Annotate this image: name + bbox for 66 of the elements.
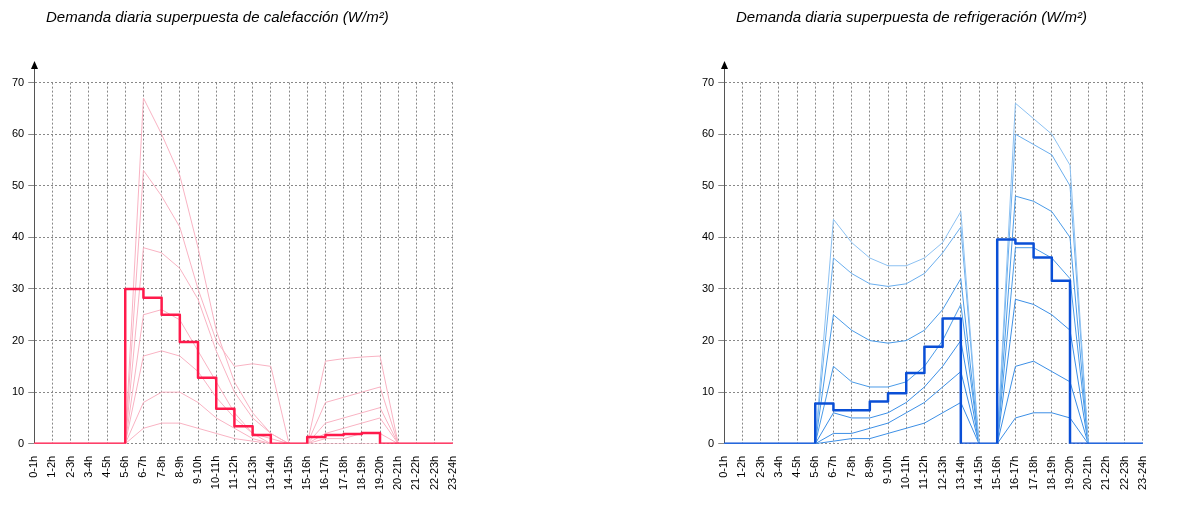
x-tick-label: 8-9h — [862, 455, 875, 478]
y-tick-label: 40 — [701, 230, 715, 243]
x-tick-label: 6-7h — [826, 455, 839, 478]
y-tick-label: 20 — [701, 333, 715, 346]
x-tick-label: 0-1h — [717, 455, 730, 478]
x-tick-label: 18-19h — [1044, 455, 1057, 491]
x-tick-label: 20-21h — [1081, 455, 1094, 491]
x-tick-label: 23-24h — [1135, 455, 1148, 491]
x-tick-label: 13-14h — [953, 455, 966, 491]
y-tick-label: 40 — [11, 230, 25, 243]
x-tick-label: 7-8h — [844, 455, 857, 478]
y-tick-label: 60 — [11, 127, 25, 140]
x-tick-label: 16-17h — [318, 455, 331, 491]
x-tick-label: 21-22h — [1099, 455, 1112, 491]
x-tick-label: 19-20h — [373, 455, 386, 491]
x-tick-label: 11-12h — [917, 455, 930, 490]
x-tick-label: 5-6h — [118, 455, 131, 478]
y-tick-label: 10 — [701, 385, 715, 398]
y-tick-label: 20 — [11, 333, 25, 346]
x-tick-label: 9-10h — [881, 455, 894, 484]
x-tick-label: 21-22h — [409, 455, 422, 491]
x-tick-label: 15-16h — [300, 455, 313, 491]
x-tick-label: 3-4h — [771, 455, 784, 478]
x-tick-label: 14-15h — [972, 455, 985, 491]
y-tick-label: 70 — [11, 75, 25, 88]
x-tick-label: 8-9h — [172, 455, 185, 478]
x-tick-label: 5-6h — [808, 455, 821, 478]
x-tick-label: 20-21h — [391, 455, 404, 491]
x-tick-label: 11-12h — [227, 455, 240, 490]
y-tick-label: 30 — [701, 282, 715, 294]
y-tick-label: 50 — [11, 178, 25, 191]
x-tick-label: 4-5h — [100, 455, 113, 478]
x-tick-label: 22-23h — [1117, 455, 1130, 491]
x-tick-label: 16-17h — [1008, 455, 1021, 491]
x-tick-label: 12-13h — [935, 455, 948, 491]
x-tick-label: 10-11h — [209, 455, 222, 490]
x-tick-label: 4-5h — [790, 455, 803, 478]
x-tick-label: 2-3h — [753, 455, 766, 478]
x-tick-label: 7-8h — [154, 455, 167, 478]
x-tick-label: 14-15h — [282, 455, 295, 491]
x-tick-label: 2-3h — [63, 455, 76, 478]
x-tick-label: 12-13h — [245, 455, 258, 491]
x-tick-label: 13-14h — [263, 455, 276, 491]
x-tick-label: 10-11h — [899, 455, 912, 490]
x-tick-label: 15-16h — [990, 455, 1003, 491]
x-tick-label: 3-4h — [81, 455, 94, 478]
x-tick-label: 17-18h — [1026, 455, 1039, 491]
y-tick-label: 50 — [701, 178, 715, 191]
x-tick-label: 9-10h — [191, 455, 204, 484]
y-tick-label: 0 — [18, 436, 25, 449]
x-tick-label: 17-18h — [336, 455, 349, 491]
x-tick-label: 19-20h — [1063, 455, 1076, 491]
chart-title: Demanda diaria superpuesta de refrigeración (W/m²) — [735, 8, 1088, 27]
x-tick-label: 18-19h — [354, 455, 367, 491]
x-tick-label: 6-7h — [136, 455, 149, 478]
y-tick-label: 0 — [708, 436, 715, 449]
y-tick-label: 70 — [701, 75, 715, 88]
x-tick-label: 0-1h — [27, 455, 40, 478]
x-tick-label: 23-24h — [445, 455, 458, 491]
x-tick-label: 1-2h — [45, 455, 58, 478]
y-tick-label: 10 — [11, 385, 25, 398]
x-tick-label: 1-2h — [735, 455, 748, 478]
y-tick-label: 60 — [701, 127, 715, 140]
chart-title: Demanda diaria superpuesta de calefacción (W/m²) — [45, 8, 390, 27]
x-tick-label: 22-23h — [427, 455, 440, 491]
y-tick-label: 30 — [11, 282, 25, 294]
